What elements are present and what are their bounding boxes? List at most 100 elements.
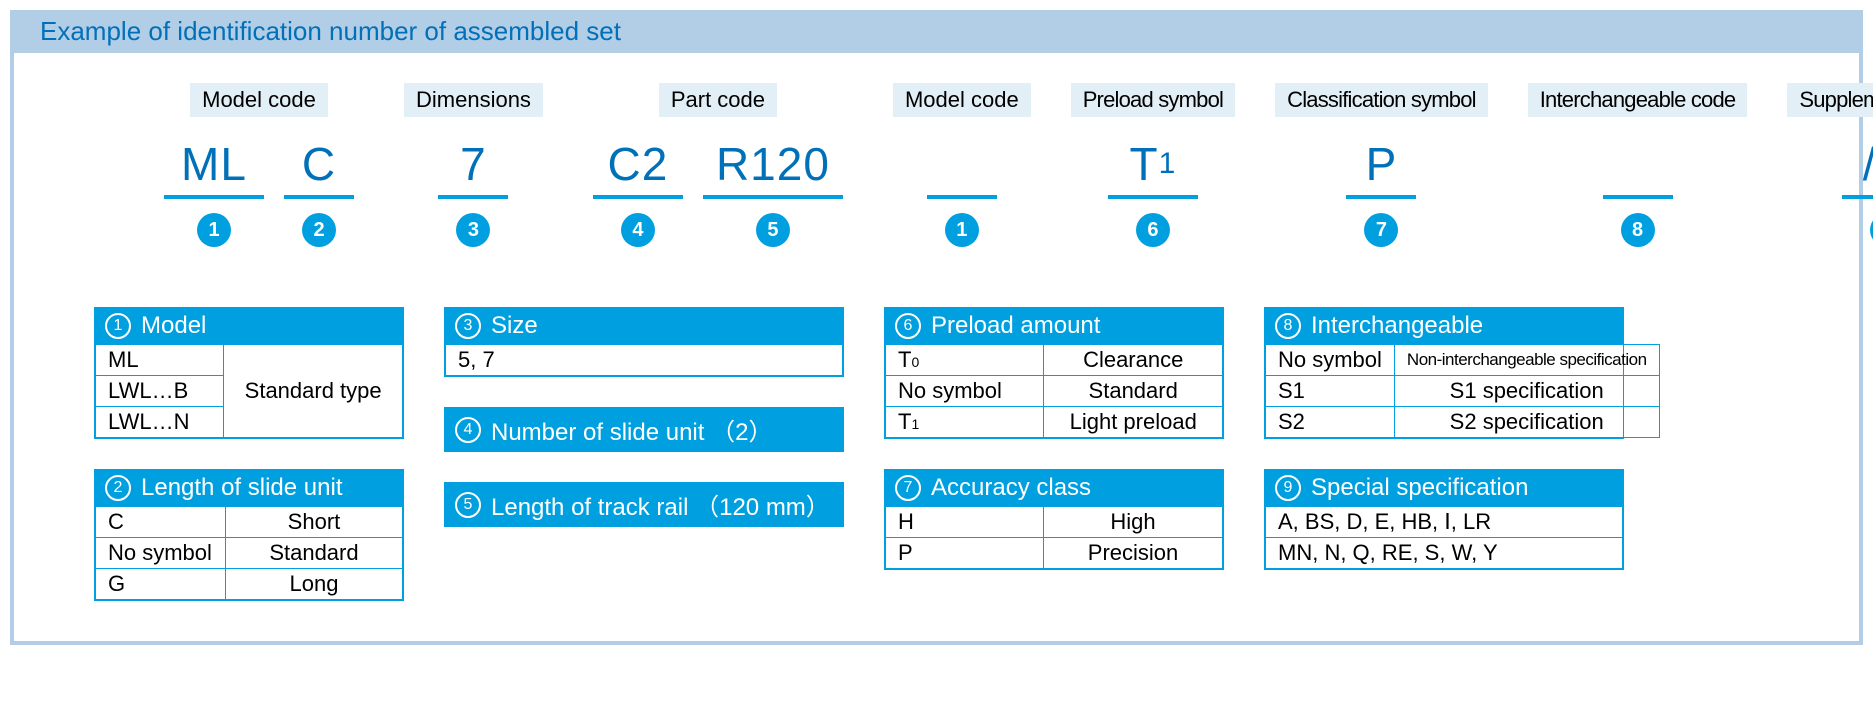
table-title: Special specification: [1311, 474, 1528, 502]
table-cell: No symbol: [1266, 345, 1395, 376]
id-category: Classification symbolP7: [1275, 83, 1488, 247]
content-area: Model codeML1C2Dimensions73Part codeC24R…: [10, 53, 1863, 645]
identification-row: Model codeML1C2Dimensions73Part codeC24R…: [154, 83, 1779, 247]
segment-row: 8: [1593, 137, 1683, 247]
table-column-3: 6Preload amountT0ClearanceNo symbolStand…: [884, 307, 1224, 570]
id-category: Interchangeable code 8: [1528, 83, 1748, 247]
segment-row: 73: [428, 137, 518, 247]
info-table: 9Special specificationA, BS, D, E, HB, Ⅰ…: [1264, 469, 1624, 570]
table-header: 8Interchangeable: [1265, 308, 1623, 344]
table-cell: T0: [886, 345, 1044, 376]
table-header: 2Length of slide unit: [95, 470, 403, 506]
table-title: Accuracy class: [931, 474, 1091, 502]
table-cell: S2: [1266, 407, 1395, 438]
table-cell: G: [96, 569, 226, 600]
info-table: 4Number of slide unit （2）: [444, 407, 844, 452]
table-title: Size: [491, 312, 538, 340]
segment-badge: 4: [621, 213, 655, 247]
table-header: 3 Size: [445, 308, 843, 344]
table-cell: 5, 7: [446, 345, 843, 376]
segment-badge: 3: [456, 213, 490, 247]
info-table: 2Length of slide unitCShortNo symbolStan…: [94, 469, 404, 601]
category-label: Interchangeable code: [1528, 83, 1748, 117]
table-column-1: 1ModelMLStandard typeLWL…BLWL…N 2Length o…: [94, 307, 404, 601]
segment-value: R120: [703, 137, 843, 191]
circle-number-icon: 3: [455, 313, 481, 339]
segment-badge: 6: [1136, 213, 1170, 247]
table-cell: Short: [225, 507, 402, 538]
circle-number-icon: 5: [455, 492, 481, 518]
table-cell: Non-interchangeable specification: [1394, 345, 1659, 376]
id-segment: R1205: [703, 137, 843, 247]
id-segment: 8: [1603, 137, 1673, 247]
segment-value: C2: [593, 137, 683, 191]
table-cell: H: [886, 507, 1044, 538]
circle-number-icon: 1: [105, 313, 131, 339]
table-cell: Standard: [225, 538, 402, 569]
segment-value: [1603, 137, 1673, 191]
table-cell: Precision: [1044, 538, 1223, 569]
segment-value: C: [284, 137, 354, 191]
table-cell: C: [96, 507, 226, 538]
segment-row: /D9: [1832, 137, 1873, 247]
segment-row: ML1C2: [154, 137, 364, 247]
segment-badge: 7: [1364, 213, 1398, 247]
info-table: 6Preload amountT0ClearanceNo symbolStand…: [884, 307, 1224, 439]
segment-badge: 1: [197, 213, 231, 247]
info-table: 7Accuracy classHHighPPrecision: [884, 469, 1224, 570]
table-cell: No symbol: [96, 538, 226, 569]
category-label: Supplemental code: [1787, 83, 1873, 117]
id-segment: 73: [438, 137, 508, 247]
segment-row: C2 4 R1205: [583, 137, 853, 247]
category-label: Classification symbol: [1275, 83, 1488, 117]
info-table: 3 Size 5, 7: [444, 307, 844, 377]
circle-number-icon: 7: [895, 475, 921, 501]
segment-value: ML: [164, 137, 264, 191]
segment-value: [927, 137, 997, 191]
table-column-2: 3 Size 5, 7 4Number of slide unit （2） 5 Lengt…: [444, 307, 844, 527]
table-column-4: 8InterchangeableNo symbolNon-interchange…: [1264, 307, 1624, 570]
segment-underline: [1842, 195, 1873, 199]
segment-underline: [284, 195, 354, 199]
tables-area: 1ModelMLStandard typeLWL…BLWL…N2Length o…: [94, 307, 1779, 601]
info-table: 5 Length of track rail （120 mm）: [444, 482, 844, 527]
table-cell: S1: [1266, 376, 1395, 407]
table-header: 5 Length of track rail （120 mm）: [444, 482, 844, 527]
document-root: Example of identification number of asse…: [0, 0, 1873, 655]
table-cell: Clearance: [1044, 345, 1223, 376]
table-cell: LWL…N: [96, 407, 224, 438]
segment-underline: [438, 195, 508, 199]
segment-row: T16: [1098, 137, 1208, 247]
id-category: Model code 1: [893, 83, 1031, 247]
table-cell: T1: [886, 407, 1044, 438]
circle-number-icon: 6: [895, 313, 921, 339]
id-category: Preload symbolT16: [1071, 83, 1235, 247]
id-segment: T16: [1108, 137, 1198, 247]
table-title: Length of track rail （120 mm）: [491, 487, 830, 522]
info-table: 1ModelMLStandard typeLWL…BLWL…N: [94, 307, 404, 439]
circle-number-icon: 2: [105, 475, 131, 501]
table-cell: ML: [96, 345, 224, 376]
table-header: 7 Accuracy class: [885, 470, 1223, 506]
table-cell: P: [886, 538, 1044, 569]
id-category: Part codeC24R1205: [583, 83, 853, 247]
id-category: Model codeML1C2: [154, 83, 364, 247]
id-category: Supplemental code/D9: [1787, 83, 1873, 247]
table-cell: Standard type: [224, 345, 403, 438]
segment-value: 7: [438, 137, 508, 191]
segment-row: 1: [917, 137, 1007, 247]
category-label: Model code: [893, 83, 1031, 117]
table-header: 9 Special specification: [1265, 470, 1623, 506]
segment-underline: [1346, 195, 1416, 199]
table-header: 6Preload amount: [885, 308, 1223, 344]
table-title: Number of slide unit （2）: [491, 412, 772, 447]
table-cell: Long: [225, 569, 402, 600]
category-label: Model code: [190, 83, 328, 117]
id-segment: C2: [284, 137, 354, 247]
segment-underline: [164, 195, 264, 199]
category-label: Dimensions: [404, 83, 543, 117]
circle-number-icon: 9: [1275, 475, 1301, 501]
segment-badge: 8: [1621, 213, 1655, 247]
segment-underline: [703, 195, 843, 199]
segment-badge: 2: [302, 213, 336, 247]
